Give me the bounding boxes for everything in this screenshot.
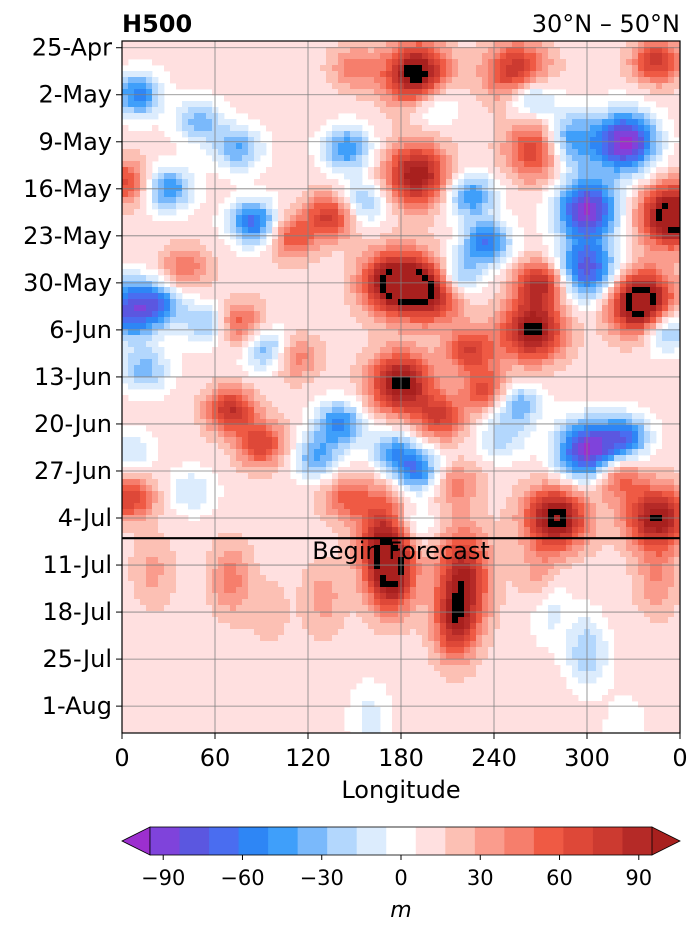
colorbar-segment [268,827,299,855]
colorbar-segment [622,827,653,855]
y-tick-label: 4-Jul [58,504,112,532]
colorbar-segment [238,827,269,855]
y-tick-label: 6-Jun [49,316,112,344]
x-tick-label: 120 [285,744,331,772]
y-tick-label: 16-May [23,175,112,203]
y-tick-label: 18-Jul [43,598,113,626]
colorbar-segment [445,827,476,855]
y-tick-label: 25-Apr [32,34,112,62]
y-axis-ticks: 25-Apr 2-May 9-May 16-May 23-May 30-May 6-Jun 1… [23,34,122,720]
chart-title-right: 30°N – 50°N [532,10,680,38]
x-tick-label: 300 [564,744,610,772]
y-tick-label: 25-Jul [43,645,113,673]
x-tick-label: 180 [378,744,424,772]
y-tick-label: 23-May [23,222,112,250]
colorbar-segment [592,827,623,855]
y-tick-label: 20-Jun [34,410,112,438]
colorbar-segment [533,827,564,855]
y-tick-label: 30-May [23,269,112,297]
colorbar-tick-label: −60 [220,866,264,890]
colorbar-segment [474,827,505,855]
colorbar-extend-max [651,826,681,856]
y-tick-label: 2-May [38,81,112,109]
colorbar-segment [386,827,417,855]
y-tick-label: 11-Jul [43,551,113,579]
colorbar-segment [297,827,328,855]
colorbar-tick-label: −30 [300,866,344,890]
colorbar-segment [356,827,387,855]
colorbar-segment [327,827,358,855]
x-axis-label: Longitude [341,776,460,804]
colorbar-segment [209,827,240,855]
colorbar-segment [150,827,181,855]
y-tick-label: 1-Aug [42,692,112,720]
y-tick-label: 9-May [38,128,112,156]
x-axis-ticks: 0 60 120 180 240 300 0 [114,733,688,772]
colorbar-segment [504,827,535,855]
x-tick-label: 60 [200,744,231,772]
x-tick-label: 240 [471,744,517,772]
colorbar-extend-min [121,826,151,856]
colorbar-label: m [390,898,411,923]
colorbar-segment [415,827,446,855]
x-tick-label: 0 [114,744,129,772]
y-tick-label: 13-Jun [34,363,112,391]
x-tick-label: 0 [672,744,687,772]
colorbar-tick-label: 30 [467,866,494,890]
chart-title-left: H500 [122,10,192,38]
colorbar-tick-label: 60 [546,866,573,890]
colorbar-segment [179,827,210,855]
colorbar-tick-label: −90 [141,866,185,890]
colorbar-tick-label: 90 [625,866,652,890]
colorbar: −90 −60 −30 0 30 60 90 [121,826,681,890]
colorbar-tick-label: 0 [394,866,407,890]
colorbar-segment [563,827,594,855]
y-tick-label: 27-Jun [34,457,112,485]
begin-forecast-annotation: Begin Forecast [312,537,490,565]
